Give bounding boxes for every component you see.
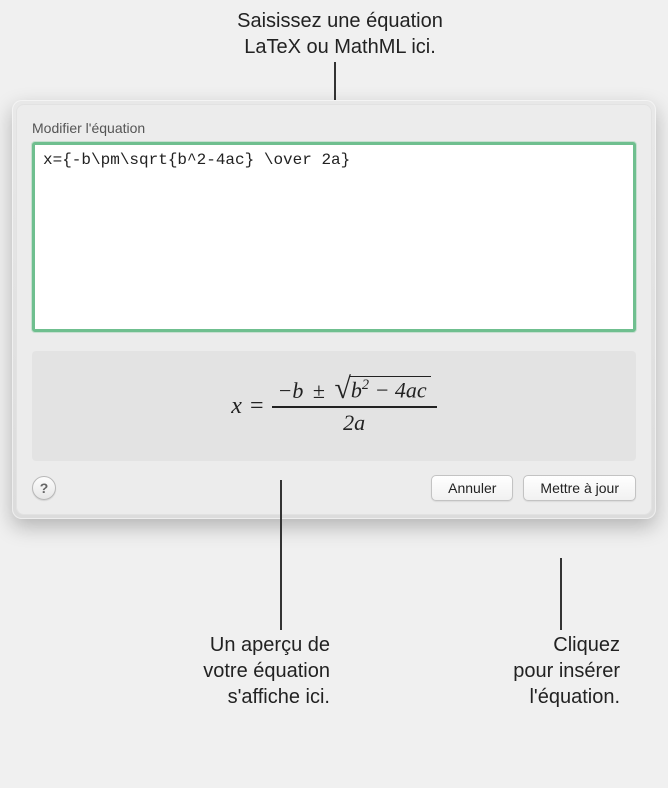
dialog-panel: Modifier l'équation x = −b ± √ b2 − 4ac [16,104,652,515]
preview-lhs: x [231,393,242,420]
preview-plusminus: ± [309,378,329,403]
sqrt-exp: 2 [362,377,369,393]
preview-numerator: −b ± √ b2 − 4ac [272,374,437,406]
preview-fraction: −b ± √ b2 − 4ac 2a [272,374,437,438]
sqrt-b: b [351,378,362,403]
dialog-title: Modifier l'équation [32,120,636,136]
preview-minus-b: −b [278,378,304,403]
equation-preview: x = −b ± √ b2 − 4ac 2a [32,351,636,461]
sqrt-body: b2 − 4ac [349,376,431,403]
equation-render: x = −b ± √ b2 − 4ac 2a [231,374,436,438]
dialog-window: Modifier l'équation x = −b ± √ b2 − 4ac [12,100,656,519]
callout-br-text: Cliquezpour insérerl'équation. [513,634,620,708]
preview-sqrt: √ b2 − 4ac [334,376,430,403]
update-button[interactable]: Mettre à jour [523,475,636,501]
callout-top-text: Saisissez une équationLaTeX ou MathML ic… [237,10,443,58]
callout-bl-text: Un aperçu devotre équations'affiche ici. [203,634,330,708]
callout-br-line [560,558,562,630]
callout-top: Saisissez une équationLaTeX ou MathML ic… [180,8,500,60]
preview-denominator: 2a [337,408,371,438]
button-row: ? Annuler Mettre à jour [32,475,636,501]
sqrt-rest: − 4ac [369,378,427,403]
callout-bottom-right: Cliquezpour insérerl'équation. [440,632,620,710]
cancel-button[interactable]: Annuler [431,475,513,501]
help-button[interactable]: ? [32,476,56,500]
callout-bottom-left: Un aperçu devotre équations'affiche ici. [150,632,330,710]
equation-input[interactable] [32,142,636,332]
preview-equals: = [250,393,264,420]
callout-bl-line [280,480,282,630]
